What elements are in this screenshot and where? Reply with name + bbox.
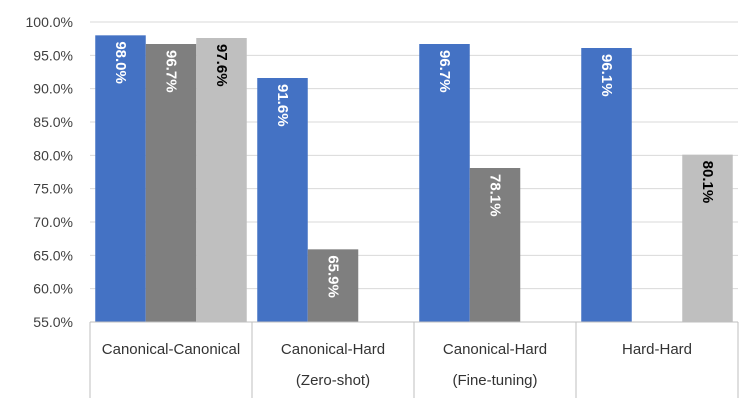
bar [682, 154, 733, 322]
y-tick-label: 70.0% [33, 214, 73, 230]
y-tick-label: 90.0% [33, 81, 73, 97]
data-label: 65.9% [325, 255, 342, 298]
bar [307, 249, 359, 322]
x-category-label: (Zero-shot) [296, 372, 370, 389]
bar [196, 38, 247, 322]
data-label: 80.1% [699, 161, 716, 204]
bar [419, 44, 470, 322]
x-category-label: (Fine-tuning) [452, 372, 537, 389]
x-category-label: Canonical-Hard [281, 341, 385, 358]
x-category-label: Canonical-Hard [443, 341, 547, 358]
data-label: 96.7% [163, 50, 180, 93]
data-label: 98.0% [112, 41, 129, 84]
y-tick-label: 95.0% [33, 47, 73, 63]
data-label: 96.1% [598, 54, 615, 97]
bar [581, 48, 632, 322]
y-tick-label: 55.0% [33, 314, 73, 330]
y-tick-label: 85.0% [33, 114, 73, 130]
y-tick-label: 80.0% [33, 147, 73, 163]
y-tick-label: 100.0% [26, 14, 73, 30]
bar [257, 78, 308, 322]
x-category-label: Canonical-Canonical [102, 341, 240, 358]
bar [95, 35, 146, 322]
data-label: 91.6% [274, 84, 291, 127]
bar [469, 168, 521, 322]
y-tick-label: 60.0% [33, 281, 73, 297]
data-label: 97.6% [213, 44, 230, 87]
x-category-label: Hard-Hard [622, 341, 692, 358]
data-label: 96.7% [436, 50, 453, 93]
y-tick-label: 65.0% [33, 247, 73, 263]
data-label: 78.1% [487, 174, 504, 217]
y-tick-label: 75.0% [33, 181, 73, 197]
bar [145, 44, 197, 322]
axes: 55.0% 60.0% 65.0% 70.0% 75.0% 80.0% 85.0% 90.0%… [26, 14, 739, 398]
bars [95, 35, 733, 322]
data-labels: 98.0% 96.7% 97.6% 91.6% 65.9% 96.7% 78.1% 96.1%… [112, 41, 716, 298]
